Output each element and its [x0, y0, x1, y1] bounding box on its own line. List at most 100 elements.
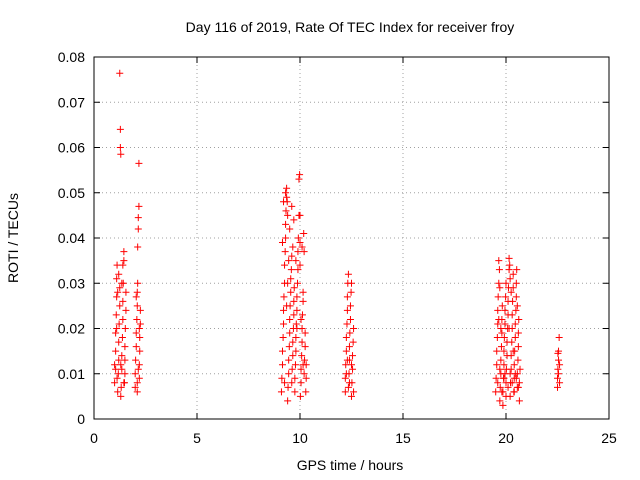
data-point: [301, 343, 309, 351]
y-tick-label: 0.08: [58, 49, 85, 65]
data-point: [504, 383, 512, 391]
data-point: [301, 329, 309, 337]
data-point: [343, 306, 351, 314]
y-tick-label: 0.05: [58, 185, 85, 201]
data-point: [289, 243, 297, 251]
data-point: [498, 388, 506, 396]
data-point: [556, 361, 564, 369]
x-tick-label: 5: [193, 430, 201, 446]
data-point: [134, 225, 142, 233]
data-point: [296, 239, 304, 247]
data-point: [296, 392, 304, 400]
x-axis-label: GPS time / hours: [297, 457, 404, 473]
data-point: [286, 225, 294, 233]
data-point: [116, 144, 124, 151]
data-point: [511, 334, 519, 342]
data-point: [285, 356, 293, 364]
data-point: [135, 159, 143, 167]
data-point: [122, 288, 130, 296]
data-point: [345, 379, 353, 387]
data-point: [347, 288, 355, 296]
data-point: [285, 343, 293, 351]
data-point: [348, 279, 355, 287]
data-point: [512, 279, 520, 287]
data-point: [291, 388, 299, 396]
data-point: [278, 374, 286, 382]
data-point: [495, 279, 503, 287]
data-point: [282, 189, 290, 197]
data-point: [118, 334, 126, 342]
data-point: [280, 320, 288, 328]
data-point: [554, 349, 562, 357]
data-point: [498, 302, 506, 310]
data-point: [281, 379, 289, 387]
data-point: [119, 261, 127, 269]
data-point: [494, 293, 502, 301]
data-point: [346, 302, 354, 310]
data-point: [299, 297, 307, 305]
data-point: [282, 220, 290, 228]
data-point: [511, 370, 519, 378]
data-point: [134, 365, 142, 373]
data-point: [292, 347, 300, 355]
data-point: [288, 202, 296, 210]
x-tick-label: 20: [498, 430, 514, 446]
data-point: [119, 297, 127, 305]
data-point: [282, 207, 290, 215]
data-point: [135, 361, 143, 369]
data-point: [502, 293, 510, 301]
data-point: [113, 275, 121, 283]
data-point: [131, 383, 139, 391]
data-point: [136, 306, 144, 314]
data-point: [500, 347, 508, 355]
data-point: [294, 266, 302, 274]
data-point: [512, 374, 520, 382]
data-point: [290, 311, 298, 319]
data-point: [493, 361, 501, 369]
data-point: [115, 338, 123, 346]
data-point: [115, 320, 123, 328]
data-point: [132, 293, 140, 301]
data-point: [115, 356, 123, 364]
data-point: [555, 334, 563, 342]
data-point: [508, 338, 516, 346]
data-point: [135, 202, 143, 210]
data-point: [493, 347, 501, 355]
data-point: [133, 388, 141, 396]
data-point: [284, 397, 292, 405]
data-points: [111, 69, 564, 409]
data-point: [132, 329, 140, 337]
y-tick-label: 0.02: [58, 321, 85, 337]
data-point: [122, 306, 130, 314]
data-point: [113, 374, 121, 382]
data-point: [286, 329, 294, 337]
data-point: [341, 388, 349, 396]
data-point: [346, 329, 354, 337]
chart-title: Day 116 of 2019, Rate Of TEC Index for r…: [186, 19, 515, 35]
data-point: [287, 288, 295, 296]
data-point: [281, 248, 289, 256]
data-point: [135, 374, 143, 382]
data-point: [496, 397, 504, 405]
data-point: [300, 229, 308, 237]
data-point: [287, 266, 295, 274]
data-point: [348, 392, 355, 400]
data-point: [300, 248, 308, 256]
data-point: [554, 365, 562, 373]
data-point: [113, 293, 121, 301]
x-tick-label: 15: [395, 430, 411, 446]
data-point: [554, 374, 561, 382]
data-point: [293, 325, 301, 332]
data-point: [283, 193, 291, 201]
data-point: [290, 297, 298, 305]
data-point: [292, 320, 300, 328]
data-point: [507, 352, 515, 360]
data-point: [289, 352, 297, 360]
data-point: [516, 365, 524, 373]
data-point: [112, 365, 120, 373]
data-point: [295, 175, 303, 183]
data-point: [512, 293, 520, 301]
data-point: [281, 261, 289, 269]
data-point: [497, 343, 505, 351]
data-point: [506, 275, 514, 283]
